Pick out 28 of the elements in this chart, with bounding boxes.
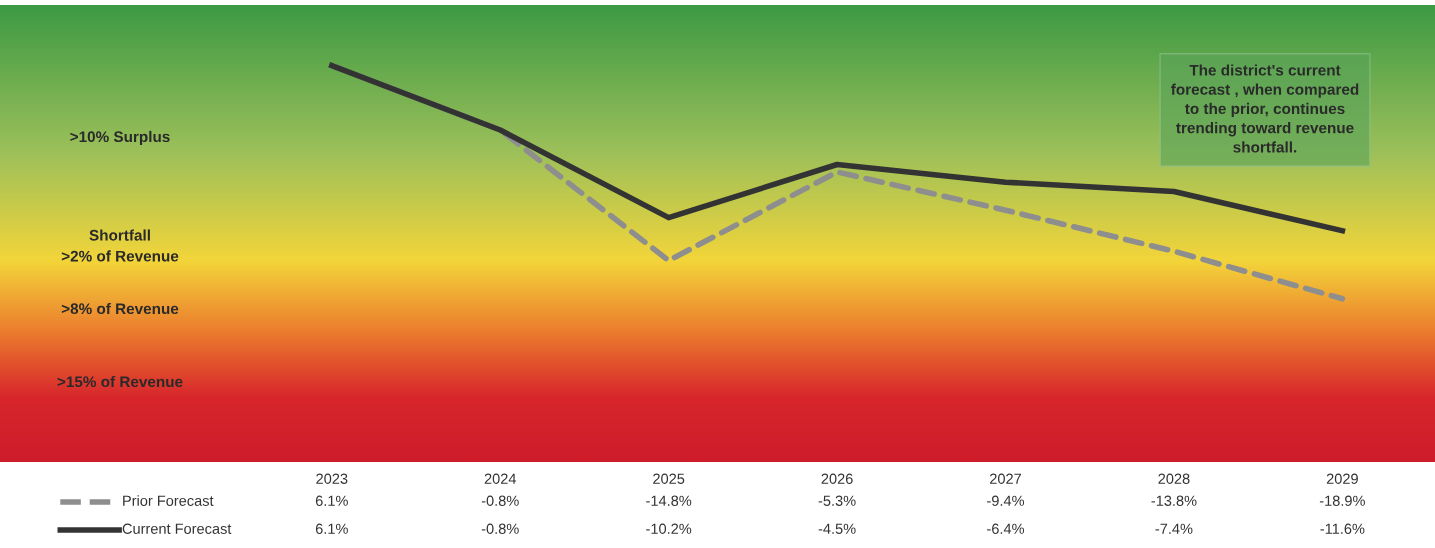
- x-tick-label: 2028: [1158, 473, 1190, 484]
- text: >8% of Revenue: [61, 302, 179, 315]
- text: >15% of Revenue: [57, 375, 183, 388]
- data-label: -14.8%: [646, 495, 692, 506]
- data-label: -10.2%: [646, 523, 692, 534]
- x-tick-label: 2024: [484, 473, 517, 484]
- legend-label: Prior Forecast: [123, 495, 214, 506]
- text: >10% Surplus: [70, 130, 170, 146]
- data-label: -13.8%: [1151, 495, 1197, 506]
- x-tick-label: 2029: [1326, 473, 1358, 484]
- data-label: -18.9%: [1319, 495, 1365, 506]
- data-label: 6.1%: [315, 523, 348, 534]
- data-label: -0.8%: [481, 523, 519, 534]
- annotation: The district's current forecast , when compared to the prior, continues trending toward revenue shortfall.: [1171, 64, 1359, 153]
- data-label: -9.4%: [987, 495, 1025, 506]
- x-tick-label: 2025: [653, 473, 685, 484]
- legend-label: Current Forecast: [122, 523, 232, 534]
- x-tick-label: 2026: [821, 473, 853, 484]
- x-tick-label: 2027: [990, 473, 1021, 484]
- data-label: -0.8%: [481, 495, 519, 506]
- data-label: -6.4%: [987, 523, 1025, 534]
- data-label: 6.1%: [315, 495, 348, 506]
- data-label: -4.5%: [818, 523, 856, 534]
- data-label: -11.6%: [1320, 523, 1365, 534]
- data-label: -5.3%: [818, 495, 856, 506]
- text: Shortfall >2% of Revenue: [61, 229, 179, 262]
- data-label: -7.4%: [1155, 523, 1193, 534]
- x-tick-label: 2023: [316, 473, 348, 484]
